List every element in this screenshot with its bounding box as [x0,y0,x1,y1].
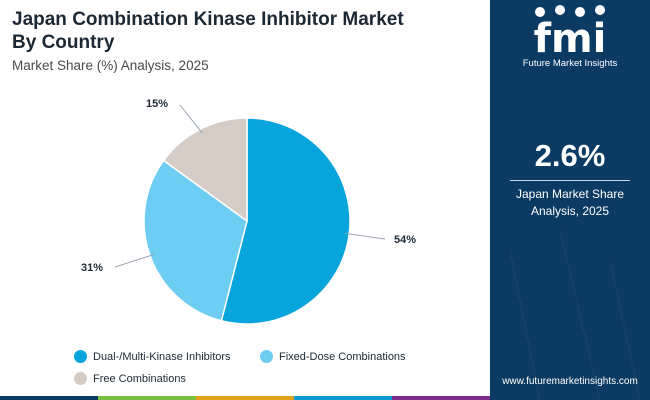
decorative-lines [509,229,641,400]
chart-panel: Japan Combination Kinase Inhibitor Marke… [0,9,490,400]
fmi-logo: fmi Future Market Insights [490,0,650,80]
fmi-logo-icon: fmi [534,5,607,62]
data-label-dual-multi-kinase: 54% [394,234,416,246]
legend-swatch [74,350,87,363]
legend-item-fixed-dose: Fixed-Dose Combinations [260,350,406,363]
logo-subtitle: Future Market Insights [522,58,618,69]
logo-wordmark: fmi [534,16,607,60]
chart-title: Japan Combination Kinase Inhibitor Marke… [12,9,404,53]
chart-subtitle: Market Share (%) Analysis, 2025 [12,58,209,73]
leader-line-dual-multi-kinase [345,232,386,240]
legend-item-dual-multi-kinase: Dual-/Multi-Kinase Inhibitors [74,350,231,363]
legend-swatch [260,350,273,363]
stat-label: Japan Market Share Analysis, 2025 [515,187,625,218]
legend-label: Dual-/Multi-Kinase Inhibitors [93,350,231,363]
bottom-bar-segment [294,396,392,400]
data-label-fixed-dose: 31% [81,262,103,274]
bottom-color-bar [0,396,490,400]
sidebar-panel: fmi Future Market Insights 2.6% Japan Ma… [490,0,650,400]
pie-slice-free-combinations [162,117,248,223]
bottom-bar-segment [196,396,294,400]
legend-label: Free Combinations [93,372,186,385]
bottom-bar-segment [392,396,490,400]
legend-item-free-combinations: Free Combinations [74,372,186,385]
stat-value: 2.6% [534,138,606,173]
leader-line-fixed-dose [114,254,155,268]
pie-chart: 54% 31% 15% [81,98,416,325]
legend-label: Fixed-Dose Combinations [279,350,406,363]
data-label-free-combinations: 15% [146,98,168,110]
legend-swatch [74,372,87,385]
bottom-bar-segment [98,396,196,400]
bottom-bar-segment [0,396,98,400]
stat-divider [510,180,630,181]
leader-line-free-combinations [179,104,203,134]
website-link[interactable]: www.futuremarketinsights.com [502,376,638,387]
